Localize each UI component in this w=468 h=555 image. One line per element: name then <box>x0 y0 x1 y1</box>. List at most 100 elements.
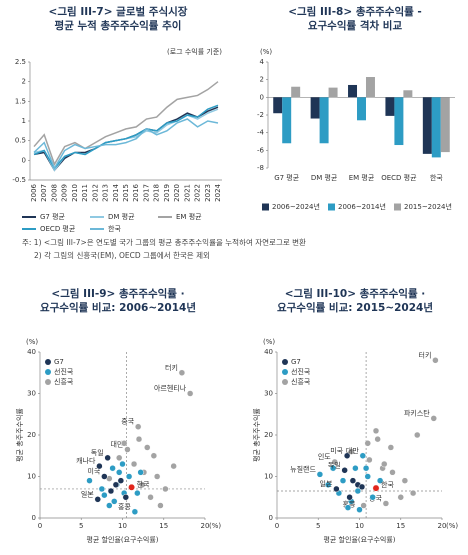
legend-swatch <box>45 379 51 385</box>
legend-label: 선진국 <box>54 367 74 376</box>
point-label: 터키 <box>165 363 178 372</box>
legend-label: G7 평균 <box>40 212 66 221</box>
point <box>316 471 324 478</box>
point <box>101 491 108 499</box>
point-label: 미국 <box>87 467 100 476</box>
point-label: 홍콩 <box>118 502 131 511</box>
point <box>397 494 404 501</box>
point <box>139 481 146 489</box>
x-tick-label: 20 <box>438 522 447 530</box>
x-tick-label: 2011 <box>81 184 89 202</box>
x-tick-label: 0 <box>275 522 279 530</box>
y-tick-label: 30 <box>264 390 273 398</box>
point <box>346 494 353 501</box>
point <box>157 502 164 509</box>
point <box>364 473 371 480</box>
point <box>104 454 111 462</box>
point-label: 중국 <box>369 494 382 502</box>
point <box>348 448 355 455</box>
x-tick-label: 2007 <box>40 184 48 202</box>
bar <box>348 84 358 98</box>
y-tick-label: 0 <box>260 93 264 101</box>
x-unit: (%) <box>209 522 221 530</box>
x-tick-label: 2023 <box>204 184 212 202</box>
point <box>186 390 194 397</box>
bar <box>273 97 283 114</box>
highlight-point <box>128 483 136 491</box>
point <box>343 452 351 459</box>
y-tick-label: 2 <box>260 76 264 84</box>
point <box>349 477 357 484</box>
note: 주: 1) <그림 III-7>은 연도별 국가 그룹의 평균 총주주수익률을 … <box>22 237 306 247</box>
point <box>401 477 409 484</box>
point-label: 대만 <box>111 440 124 449</box>
point <box>147 494 154 501</box>
highlight-label: 한국 <box>381 481 394 489</box>
point <box>125 473 133 480</box>
point <box>362 464 370 472</box>
point <box>162 485 169 493</box>
line-series <box>33 118 219 170</box>
point <box>329 464 337 472</box>
point <box>381 460 388 468</box>
y-axis-title: 평균 총주주수익률 <box>15 408 24 462</box>
x-tick-label: 2013 <box>102 184 110 202</box>
point <box>101 473 108 480</box>
bar <box>365 77 375 98</box>
x-tick-label: 10 <box>355 522 364 530</box>
point-label: 일본 <box>320 479 333 488</box>
bar <box>291 86 301 98</box>
y-unit: (%) <box>263 338 275 346</box>
point <box>414 431 421 439</box>
point <box>372 427 380 435</box>
y-tick-label: 0 <box>22 156 26 164</box>
point <box>430 415 437 422</box>
x-tick-label: 2020 <box>173 184 181 202</box>
point <box>387 444 395 451</box>
x-tick-label: 20 <box>201 522 210 530</box>
point <box>360 502 367 509</box>
point <box>131 508 139 516</box>
x-tick-label: 2009 <box>61 184 69 202</box>
point <box>137 469 144 476</box>
note: 2) 각 그림의 신흥국(EM), OECD 그룹에서 한국은 제외 <box>34 250 210 260</box>
y-tick-label: -6 <box>257 146 265 154</box>
y-tick-label: 40 <box>264 348 273 356</box>
legend-swatch <box>282 369 288 375</box>
x-unit: (%) <box>446 522 458 530</box>
legend-label: 2006~2014년 <box>338 202 386 211</box>
y-tick-label: 20 <box>264 431 273 439</box>
legend-label: 2006~2024년 <box>272 202 320 211</box>
point <box>344 504 352 511</box>
point <box>122 494 130 501</box>
x-tick-label: DM 평균 <box>311 173 338 182</box>
x-tick-label: 2014 <box>112 183 120 201</box>
x-tick-label: 5 <box>316 522 320 530</box>
bar <box>328 87 338 98</box>
point-label: 캐나다 <box>76 456 96 465</box>
point <box>339 477 347 484</box>
point-label: 파키스탄 <box>404 408 430 417</box>
legend-swatch <box>282 359 288 365</box>
point <box>86 477 93 484</box>
x-tick-label: 2008 <box>50 184 58 202</box>
y-tick-label: -8 <box>257 164 264 172</box>
x-tick-label: OECD 평균 <box>381 173 417 182</box>
x-tick-label: 2015 <box>122 184 130 202</box>
point-label: 독일 <box>328 460 341 469</box>
legend-swatch <box>45 369 51 375</box>
y-tick-label: 1.5 <box>15 97 26 105</box>
point <box>364 440 371 447</box>
legend-swatch <box>394 203 401 211</box>
point-label: 대만 <box>346 446 359 455</box>
chart-title: 요구수익률 격차 비교 <box>308 19 403 32</box>
bar <box>385 97 395 116</box>
x-tick-label: 2017 <box>142 184 150 202</box>
y-tick-label: -2 <box>257 111 264 119</box>
line-series <box>33 104 219 170</box>
y-tick-label: -4 <box>257 129 265 137</box>
y-tick-label: 30 <box>27 390 36 398</box>
legend-label: G7 <box>291 358 301 366</box>
legend-label: 한국 <box>108 225 121 233</box>
point <box>356 506 363 513</box>
